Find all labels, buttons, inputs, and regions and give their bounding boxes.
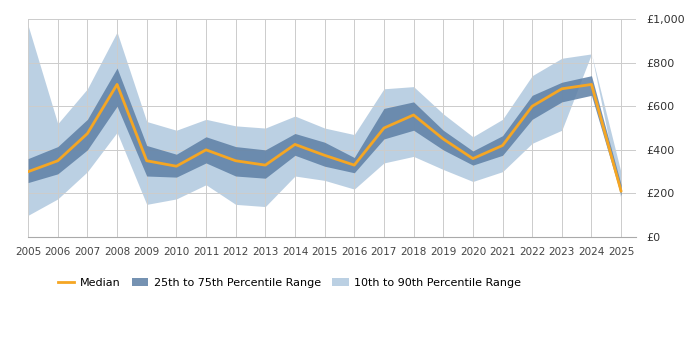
- Legend: Median, 25th to 75th Percentile Range, 10th to 90th Percentile Range: Median, 25th to 75th Percentile Range, 1…: [53, 274, 526, 293]
